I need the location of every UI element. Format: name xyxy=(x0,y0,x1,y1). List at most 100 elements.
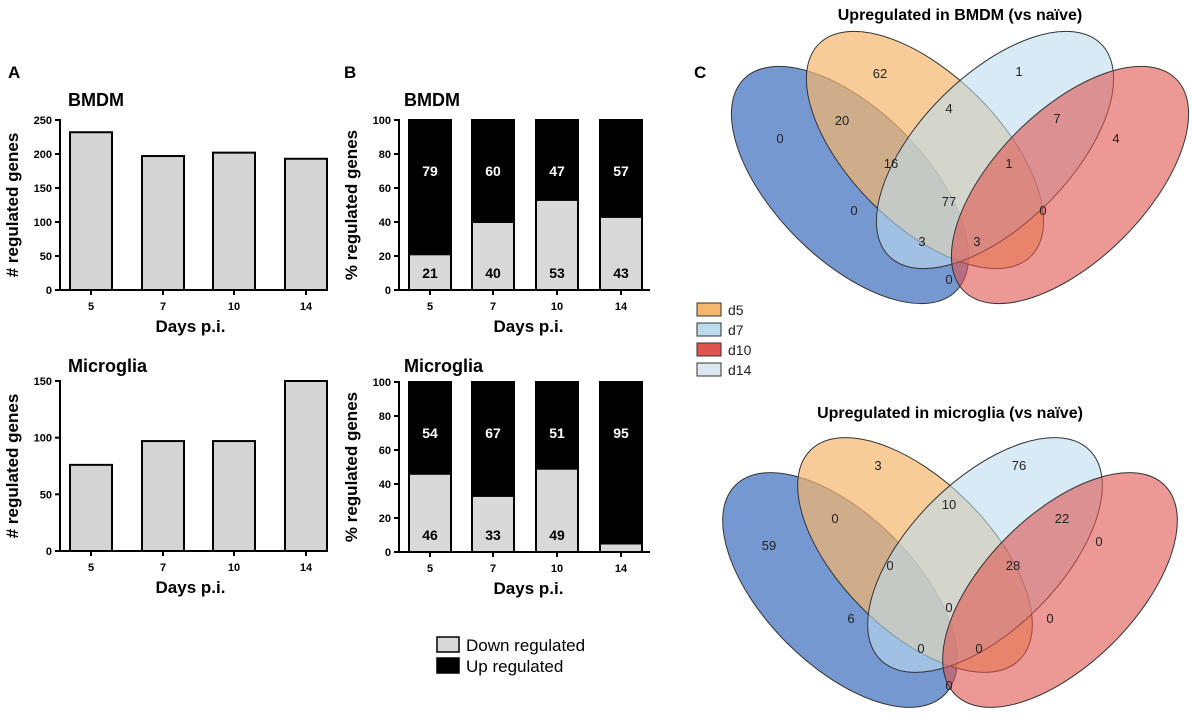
bar xyxy=(212,151,256,291)
venn-region-d14-only: 59 xyxy=(762,538,776,553)
x-tick-label: 14 xyxy=(300,301,313,313)
y-axis-title: # regulated genes xyxy=(3,133,22,278)
venn-legend-d10-label: d10 xyxy=(728,342,752,358)
venn-legend-d10-swatch xyxy=(696,342,722,357)
chart-title: BMDM xyxy=(404,90,460,110)
venn-legend-d14-label: d14 xyxy=(728,362,752,378)
y-tick-label: 100 xyxy=(373,377,391,389)
venn-bottom-title: Upregulated in microglia (vs naïve) xyxy=(817,405,1083,422)
bar-up-segment xyxy=(535,381,579,470)
venn-top-title: Upregulated in BMDM (vs naïve) xyxy=(838,7,1082,24)
bar-down-segment xyxy=(535,198,579,291)
x-tick-label: 7 xyxy=(160,562,166,574)
bar-down-segment xyxy=(408,253,452,292)
y-tick-label: 40 xyxy=(379,217,391,229)
chart-b-bmdm: BMDM 0 20 40 60 80 100 % regulated genes 5 79 21 7 6… xyxy=(342,90,650,336)
x-axis-title: Days p.i. xyxy=(156,578,226,597)
up-value-label: 67 xyxy=(485,425,501,441)
bar-up-segment xyxy=(408,119,452,256)
bar-down-segment xyxy=(471,221,515,291)
bar-up-segment xyxy=(535,119,579,201)
y-tick-label: 100 xyxy=(373,115,391,127)
stack-legend: Down regulated Up regulated xyxy=(436,636,585,676)
venn-top-labels: 0 62 1 4 20 4 7 16 1 77 0 0 3 3 0 xyxy=(776,64,1119,287)
venn-region-d5-d7-d14: 16 xyxy=(884,156,898,171)
x-tick-label: 7 xyxy=(490,563,496,575)
up-value-label: 95 xyxy=(613,425,629,441)
bar xyxy=(284,380,328,552)
x-tick-label: 5 xyxy=(427,563,433,575)
venn-bottom xyxy=(722,437,1178,708)
venn-region-all: 0 xyxy=(945,600,952,615)
y-tick-label: 40 xyxy=(379,479,391,491)
x-tick-label: 10 xyxy=(551,563,563,575)
y-tick-label: 0 xyxy=(385,285,391,297)
venn-region-d5-d10: 0 xyxy=(1039,203,1046,218)
chart-a-bmdm: BMDM 0 50 100 150 200 250 # regulated genes 5 7 10… xyxy=(3,90,328,336)
venn-legend-d5-label: d5 xyxy=(728,302,744,318)
venn-region-d10-d14: 0 xyxy=(945,678,952,693)
bar-up-segment xyxy=(599,381,643,545)
venn-region-d5-d7-d10: 28 xyxy=(1006,558,1020,573)
x-tick-label: 14 xyxy=(300,562,313,574)
venn-region-d5-d14: 20 xyxy=(835,113,849,128)
bar xyxy=(69,131,113,291)
panel-letter-a: A xyxy=(8,63,20,82)
y-tick-label: 0 xyxy=(46,285,52,297)
y-axis-title: # regulated genes xyxy=(3,394,22,539)
x-tick-label: 14 xyxy=(615,563,628,575)
venn-region-d14-only: 0 xyxy=(776,131,783,146)
venn-region-d7-only: 76 xyxy=(1012,458,1026,473)
venn-region-d10-only: 4 xyxy=(1112,131,1119,146)
bar xyxy=(69,463,113,552)
chart-a-microglia: Microglia 0 50 100 150 # regulated genes 5 7 10 1… xyxy=(3,356,328,597)
x-tick-label: 5 xyxy=(88,301,94,313)
venn-region-d5-only: 62 xyxy=(873,66,887,81)
y-tick-label: 80 xyxy=(379,149,391,161)
legend-up-swatch xyxy=(436,657,460,674)
venn-legend-d5-swatch xyxy=(696,302,722,317)
x-axis-title: Days p.i. xyxy=(494,317,564,336)
down-value-label: 33 xyxy=(485,527,501,543)
up-value-label: 47 xyxy=(549,163,565,179)
venn-region-d5-only: 3 xyxy=(874,458,881,473)
venn-legend-d14-swatch xyxy=(696,362,722,377)
bar xyxy=(141,440,185,553)
venn-region-d7-d10-d14: 0 xyxy=(975,641,982,656)
y-tick-label: 100 xyxy=(34,217,52,229)
venn-bottom-d10-ellipse xyxy=(942,472,1178,708)
venn-region-d10-only: 0 xyxy=(1095,534,1102,549)
x-axis-title: Days p.i. xyxy=(494,579,564,598)
down-value-label: 46 xyxy=(422,527,438,543)
up-value-label: 51 xyxy=(549,425,565,441)
up-value-label: 60 xyxy=(485,163,501,179)
venn-top xyxy=(730,30,1190,305)
y-axis-title: % regulated genes xyxy=(342,130,361,280)
bar xyxy=(141,155,185,291)
up-value-label: 57 xyxy=(613,163,629,179)
legend-up-label: Up regulated xyxy=(466,657,563,676)
x-tick-label: 10 xyxy=(228,562,240,574)
down-value-label: 21 xyxy=(422,265,438,281)
chart-b-microglia: Microglia 0 20 40 60 80 100 % regulated genes 5 5… xyxy=(342,356,650,598)
bar-down-segment xyxy=(471,494,515,553)
venn-bottom-labels: 59 3 76 0 0 10 22 0 28 0 6 0 0 0 0 xyxy=(762,458,1103,693)
down-value-label: 49 xyxy=(549,527,565,543)
down-value-label: 40 xyxy=(485,265,501,281)
x-axis-title: Days p.i. xyxy=(156,317,226,336)
bar-down-segment xyxy=(599,215,643,291)
venn-top-d10-ellipse xyxy=(950,65,1190,305)
venn-region-d5-d7: 10 xyxy=(942,497,956,512)
panel-letter-b: B xyxy=(344,63,356,82)
venn-region-d7-d10: 7 xyxy=(1053,111,1060,126)
venn-legend-d7-label: d7 xyxy=(728,322,744,338)
y-tick-label: 250 xyxy=(34,115,52,127)
x-tick-label: 10 xyxy=(551,301,563,313)
bar-down-segment xyxy=(535,467,579,554)
venn-region-d7-d10: 22 xyxy=(1055,511,1069,526)
bar-up-segment xyxy=(408,381,452,475)
venn-region-d5-d7-d14: 0 xyxy=(886,558,893,573)
x-tick-label: 14 xyxy=(615,301,628,313)
x-tick-label: 7 xyxy=(490,301,496,313)
x-tick-label: 10 xyxy=(228,301,240,313)
